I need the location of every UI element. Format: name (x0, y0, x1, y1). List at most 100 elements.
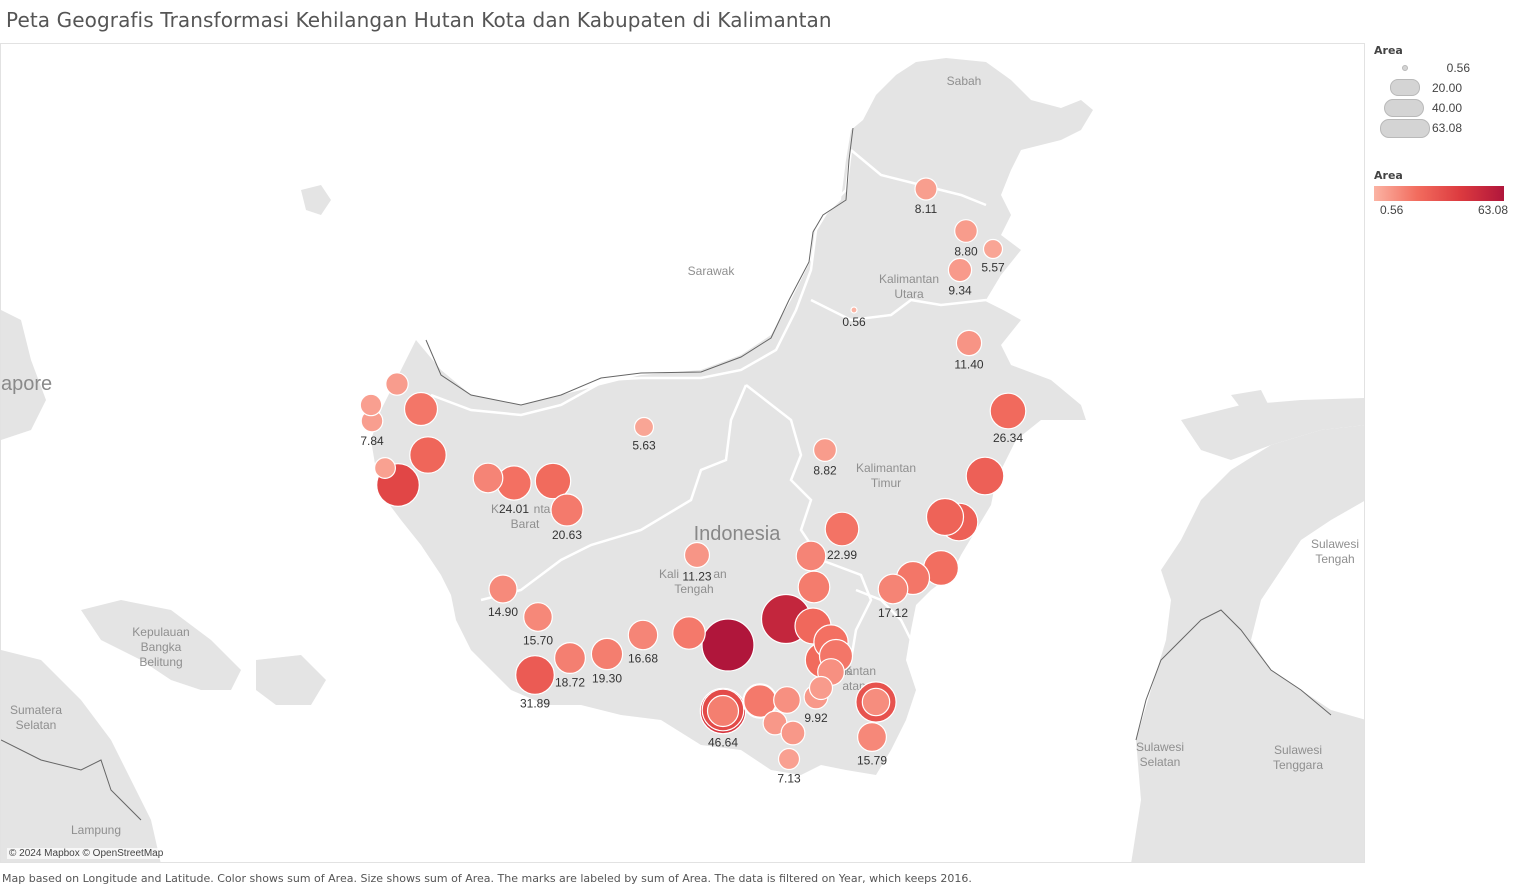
area-circle[interactable] (523, 602, 553, 632)
area-circle[interactable] (550, 493, 584, 527)
legend-panel: Area 0.56 20.00 40.00 63.08 Area 0.56 63… (1374, 44, 1514, 217)
area-circle[interactable] (706, 694, 740, 728)
area-circle[interactable] (808, 675, 834, 701)
area-circle[interactable] (672, 616, 706, 650)
size-swatch (1390, 79, 1420, 96)
area-value-label: 15.70 (523, 633, 553, 647)
area-circle[interactable] (795, 540, 827, 572)
small-island-1 (301, 185, 331, 215)
area-value-label: 8.82 (813, 463, 837, 477)
area-circle[interactable] (954, 219, 978, 243)
area-circle[interactable] (777, 747, 801, 771)
label-kalimantan-timur-1: Kalimantan (856, 461, 916, 475)
label-sulawesi-tenggara-1: Sulawesi (1274, 743, 1322, 757)
label-kalimantan-tengah-2: an (713, 567, 726, 581)
area-circle[interactable] (877, 573, 909, 605)
area-circle[interactable] (515, 655, 555, 695)
area-circle[interactable] (850, 306, 858, 314)
label-kalimantan-barat-2: nta (534, 502, 551, 516)
sulawesi-landmass (1131, 425, 1364, 862)
area-circle[interactable] (773, 686, 801, 714)
area-value-label: 15.79 (857, 753, 887, 767)
page-title: Peta Geografis Transformasi Kehilangan H… (6, 8, 832, 32)
size-legend-title: Area (1374, 44, 1403, 57)
size-legend: 0.56 20.00 40.00 63.08 (1374, 57, 1514, 157)
map-view[interactable]: Sabah Sarawak Kalimantan Utara Kalimanta… (0, 43, 1365, 863)
label-kalimantan-utara-1: Kalimantan (879, 272, 939, 286)
area-value-labels: 8.11 8.805.57 9.34 0.56 11.40 26.34 7.84 5.63 8.… (360, 202, 1023, 785)
area-circles[interactable] (359, 177, 1027, 771)
label-bangka-2: Bangka (141, 640, 182, 654)
label-sarawak: Sarawak (688, 264, 736, 278)
area-circle[interactable] (955, 329, 983, 357)
label-indonesia: Indonesia (694, 523, 782, 545)
size-swatch (1384, 99, 1424, 117)
area-circle[interactable] (824, 511, 860, 547)
area-value-label: 11.23 (682, 570, 711, 584)
area-value-label: 9.34 (948, 284, 972, 298)
label-kalimantan-barat-3: Barat (511, 517, 540, 531)
label-sulawesi-selatan-2: Selatan (1140, 755, 1181, 769)
size-legend-row: 0.56 (1374, 59, 1514, 79)
area-circle[interactable] (590, 637, 624, 671)
size-legend-label: 40.00 (1431, 101, 1462, 115)
size-swatch (1402, 65, 1408, 71)
area-circle[interactable] (947, 257, 973, 283)
label-lampung: Lampung (71, 823, 121, 837)
label-kalimantan-selatan-2: antan (846, 664, 876, 678)
label-sabah: Sabah (947, 74, 982, 88)
area-circle[interactable] (812, 438, 837, 463)
color-ramp (1374, 186, 1504, 201)
basemap-labels: Sabah Sarawak Kalimantan Utara Kalimanta… (1, 74, 1359, 837)
area-value-label: 16.68 (628, 652, 658, 666)
area-circle[interactable] (553, 641, 586, 674)
area-circle[interactable] (861, 687, 891, 717)
map-canvas[interactable]: Sabah Sarawak Kalimantan Utara Kalimanta… (1, 44, 1365, 863)
color-legend-title: Area (1374, 169, 1403, 182)
bangka-landmass (81, 600, 241, 690)
sumatra-landmass (1, 650, 161, 862)
area-circle[interactable] (797, 570, 831, 604)
label-kalimantan-timur-2: Timur (871, 476, 901, 490)
area-value-label: 24.01 (499, 502, 529, 516)
area-circle[interactable] (534, 462, 572, 500)
area-circle[interactable] (409, 436, 447, 474)
area-value-label: 18.72 (555, 675, 585, 689)
area-circle[interactable] (627, 619, 659, 651)
area-circle[interactable] (633, 416, 655, 438)
area-circle[interactable] (965, 456, 1005, 496)
area-circle[interactable] (780, 720, 806, 746)
area-circle[interactable] (856, 721, 887, 752)
area-circle[interactable] (925, 497, 965, 537)
small-island-2 (1231, 390, 1271, 415)
singapore-area (1, 310, 46, 440)
label-sumatera-selatan-1: Sumatera (10, 703, 62, 717)
area-circle[interactable] (488, 574, 518, 604)
area-circle[interactable] (683, 541, 711, 569)
area-circle[interactable] (403, 391, 439, 427)
size-legend-label: 20.00 (1431, 81, 1462, 95)
area-circle[interactable] (359, 393, 383, 417)
area-circle[interactable] (472, 462, 504, 494)
label-bangka-3: Belitung (139, 655, 182, 669)
color-legend: Area 0.56 63.08 (1374, 169, 1514, 217)
area-value-label: 11.40 (954, 358, 983, 372)
area-circle[interactable] (701, 618, 755, 672)
area-value-label: 17.12 (878, 606, 908, 620)
area-circle[interactable] (989, 392, 1027, 430)
area-circle[interactable] (385, 372, 409, 396)
area-value-label: 20.63 (552, 528, 582, 542)
label-kalimantan-utara-2: Utara (894, 287, 924, 301)
area-value-label: 7.84 (360, 434, 384, 448)
area-value-label: 9.92 (804, 711, 828, 725)
area-circle[interactable] (982, 238, 1004, 260)
area-value-label: 8.80 (954, 244, 978, 258)
area-value-label: 0.56 (842, 315, 866, 329)
belitung-landmass (256, 655, 326, 705)
map-attribution[interactable]: © 2024 Mapbox © OpenStreetMap (7, 848, 166, 859)
area-circle[interactable] (914, 177, 938, 201)
size-legend-label: 0.56 (1446, 61, 1470, 75)
label-kalimantan-tengah-3: Tengah (674, 582, 713, 596)
area-circle[interactable] (374, 457, 397, 480)
area-value-label: 8.11 (915, 202, 938, 216)
